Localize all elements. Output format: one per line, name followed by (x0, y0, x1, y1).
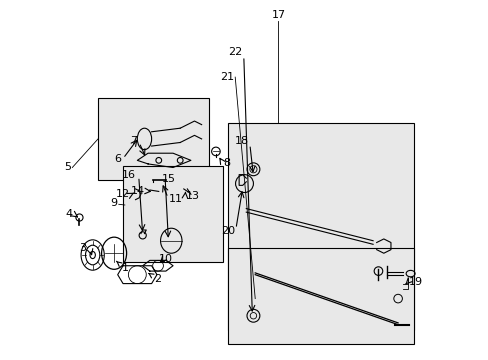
Text: 5: 5 (64, 162, 71, 172)
Text: 2: 2 (148, 273, 161, 284)
Text: 6: 6 (114, 154, 121, 164)
Text: 15: 15 (162, 174, 175, 184)
Bar (228, 123, 413, 330)
Text: 9: 9 (110, 198, 118, 208)
Text: 13: 13 (185, 191, 199, 201)
Text: 22: 22 (227, 48, 242, 58)
Text: 14: 14 (130, 186, 144, 196)
Text: 4: 4 (66, 209, 73, 219)
Text: 3: 3 (80, 243, 86, 253)
Text: 10: 10 (159, 254, 172, 264)
Text: 12: 12 (116, 189, 130, 199)
Text: 11: 11 (168, 194, 182, 203)
Text: 20: 20 (220, 226, 234, 236)
Text: 21: 21 (220, 72, 234, 82)
Text: 16: 16 (122, 170, 136, 180)
Text: 8: 8 (223, 158, 230, 168)
Text: 17: 17 (271, 10, 285, 19)
Text: 7: 7 (130, 136, 137, 146)
Text: 19: 19 (408, 277, 422, 287)
Bar (228, 248, 413, 344)
Text: 18: 18 (234, 136, 248, 146)
Text: 1: 1 (116, 261, 128, 273)
Bar (98, 98, 208, 180)
Bar (123, 166, 223, 262)
